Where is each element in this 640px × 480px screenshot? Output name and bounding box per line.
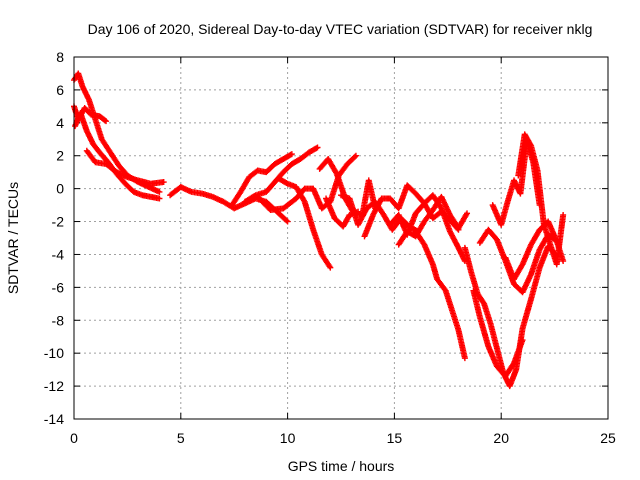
x-tick-label: 25 [600, 430, 616, 446]
chart-title: Day 106 of 2020, Sidereal Day-to-day VTE… [88, 21, 593, 37]
y-tick-label: 4 [56, 115, 64, 131]
series-track-11 [323, 195, 362, 230]
data-point [288, 151, 295, 158]
x-tick-label: 10 [280, 430, 296, 446]
data-point [284, 218, 291, 225]
series-track-10 [316, 156, 379, 218]
y-tick-label: -6 [52, 279, 65, 295]
x-tick-label: 5 [177, 430, 185, 446]
data-point [351, 153, 358, 160]
y-tick-label: -10 [44, 345, 64, 361]
x-tick-label: 15 [387, 430, 403, 446]
data-point [352, 152, 359, 159]
series-track-15 [395, 193, 471, 248]
data-points [71, 70, 567, 390]
data-point [313, 145, 320, 152]
data-point [327, 264, 334, 271]
y-tick-label: -8 [52, 312, 65, 328]
series-track-16 [412, 228, 468, 362]
data-point [560, 258, 567, 265]
series-track-4 [83, 147, 167, 187]
series-track-7 [241, 144, 321, 205]
data-point [560, 211, 567, 218]
data-point [519, 337, 526, 344]
series-track-21 [515, 131, 567, 268]
series-track-5 [167, 183, 291, 225]
data-point [287, 151, 294, 158]
data-point [527, 141, 534, 148]
data-point [480, 299, 487, 306]
y-tick-label: -12 [44, 378, 64, 394]
data-point [314, 144, 321, 151]
data-point [160, 179, 167, 186]
y-tick-label: -14 [44, 411, 64, 427]
series-track-22 [502, 218, 567, 283]
data-point [464, 210, 471, 217]
series-track-18 [470, 287, 526, 380]
y-tick-label: 0 [56, 181, 64, 197]
y-tick-label: 2 [56, 148, 64, 164]
data-point [156, 188, 163, 195]
y-tick-label: -2 [52, 214, 65, 230]
data-point [461, 355, 468, 362]
y-tick-label: 6 [56, 82, 64, 98]
x-tick-label: 20 [493, 430, 509, 446]
y-axis-title: SDTVAR / TECUs [5, 182, 21, 294]
series-track-6 [229, 151, 295, 209]
series-track-12 [338, 192, 421, 235]
data-point [101, 117, 108, 124]
plot-frame [73, 56, 609, 420]
data-point [156, 195, 163, 202]
grid [74, 57, 608, 419]
x-axis-title: GPS time / hours [288, 458, 395, 474]
x-tick-label: 0 [70, 430, 78, 446]
y-tick-label: 8 [56, 49, 64, 65]
data-point [103, 118, 110, 125]
data-point [283, 217, 290, 224]
axis-ticks: -14 -12 -10 -8 -6 -4 -2 0 2 4 6 8 0 5 10 15 20 25 [44, 49, 616, 446]
y-tick-label: -4 [52, 246, 65, 262]
